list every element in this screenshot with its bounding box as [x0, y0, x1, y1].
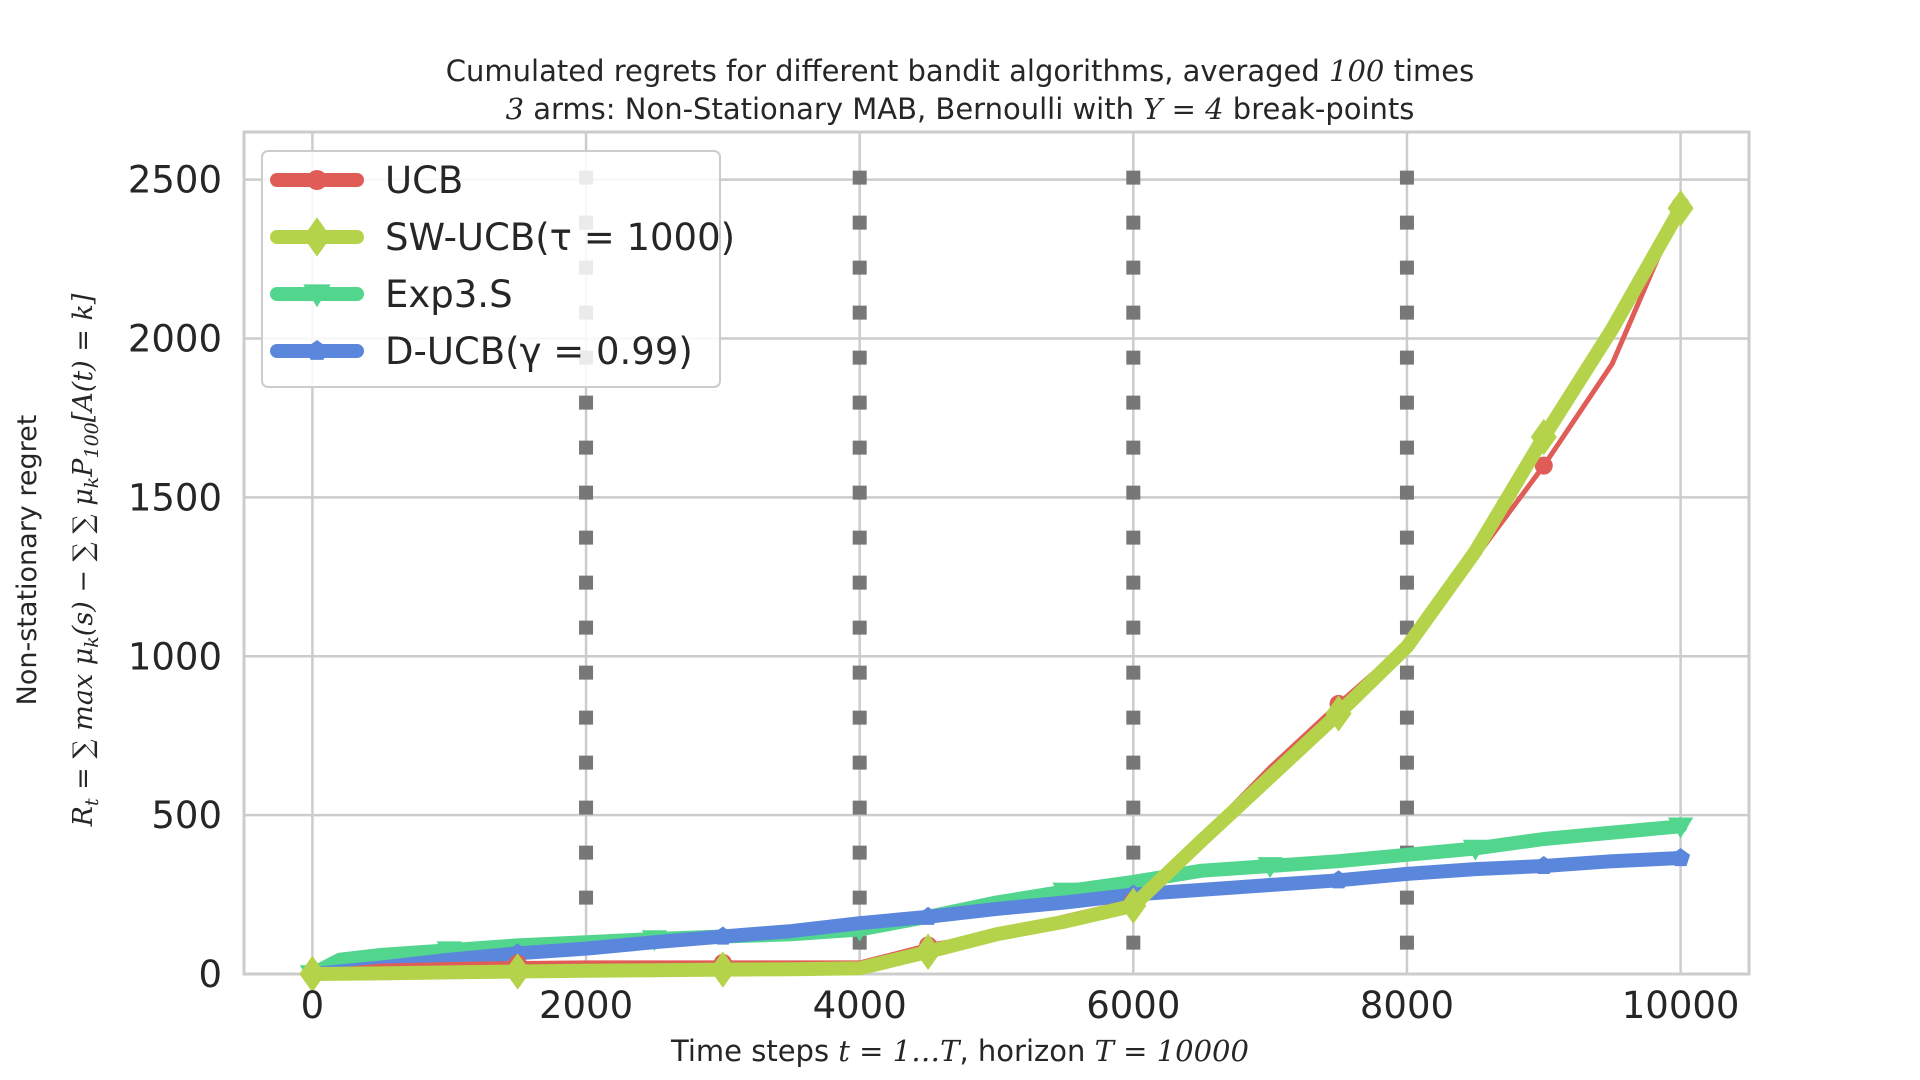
legend-marker [303, 217, 331, 257]
y-tick-label: 2000 [128, 318, 222, 361]
y-tick-label: 2500 [128, 159, 222, 202]
x-tick-label: 6000 [1086, 984, 1180, 1027]
plot-frame [242, 130, 1751, 976]
x-tick-label: 0 [301, 984, 325, 1027]
data-point [1534, 855, 1554, 875]
y-axis-label: Rt = ∑ max μk(s) − ∑ ∑ μkP100[A(t) = k] … [12, 293, 103, 827]
data-point [1329, 870, 1349, 889]
data-point [1120, 887, 1147, 924]
legend: UCB SW-UCB(τ = 1000) Exp3.S D-UCB(γ = 0.99) [261, 150, 735, 388]
legend-item: SW-UCB(τ = 1000) [270, 216, 735, 259]
series-line [305, 851, 1688, 981]
data-point [1667, 817, 1694, 839]
legend-label: SW-UCB(τ = 1000) [385, 216, 735, 259]
y-tick-label: 1000 [128, 635, 222, 678]
x-tick-label: 4000 [813, 984, 907, 1027]
chart-title: Cumulated regrets for different bandit a… [445, 54, 1475, 88]
data-point [713, 926, 733, 945]
data-point [1052, 882, 1078, 904]
legend-label: Exp3.S [385, 273, 513, 316]
legend-marker [307, 170, 327, 190]
data-point [1671, 848, 1691, 867]
svg-text:Non-stationary regret: Non-stationary regret [12, 415, 43, 706]
data-point [299, 955, 326, 993]
x-tick-label: 2000 [539, 984, 633, 1027]
data-point [1257, 857, 1283, 879]
chart-subtitle: 3 arms: Non-Stationary MAB, Bernoulli wi… [505, 92, 1415, 126]
y-tick-labels: 0 500 1000 1500 2000 2500 [128, 159, 222, 996]
legend-item: UCB [270, 159, 463, 202]
data-point [709, 951, 736, 988]
svg-text:Rt = ∑ max μk(s) − ∑ ∑ μkP100[: Rt = ∑ max μk(s) − ∑ ∑ μkP100[A(t) = k] [68, 293, 103, 827]
x-tick-label: 10000 [1622, 984, 1740, 1027]
data-point [1325, 695, 1352, 732]
data-point [1530, 418, 1557, 456]
data-point [918, 906, 938, 925]
y-tick-label: 1500 [128, 476, 222, 519]
x-tick-label: 8000 [1360, 984, 1454, 1027]
data-point [1462, 839, 1489, 861]
series-lines [299, 190, 1694, 993]
legend-marker [306, 340, 328, 360]
y-tick-label: 500 [151, 794, 222, 837]
series-1 [299, 190, 1694, 993]
x-tick-labels: 0 2000 4000 6000 8000 10000 [301, 984, 1740, 1027]
data-point [1534, 456, 1553, 475]
legend-item: Exp3.S [270, 273, 513, 316]
legend-label: UCB [385, 159, 463, 202]
legend-item: D-UCB(γ = 0.99) [270, 330, 693, 373]
legend-marker [303, 284, 331, 308]
legend-box [261, 150, 721, 388]
data-point [915, 933, 942, 970]
data-point [504, 953, 531, 990]
data-point [1667, 190, 1694, 227]
data-point [436, 941, 462, 963]
legend-label: D-UCB(γ = 0.99) [385, 330, 693, 373]
y-tick-label: 0 [198, 953, 222, 996]
x-axis-label: Time steps t = 1…T, horizon T = 10000 [671, 1034, 1249, 1068]
series-line [305, 201, 1688, 981]
